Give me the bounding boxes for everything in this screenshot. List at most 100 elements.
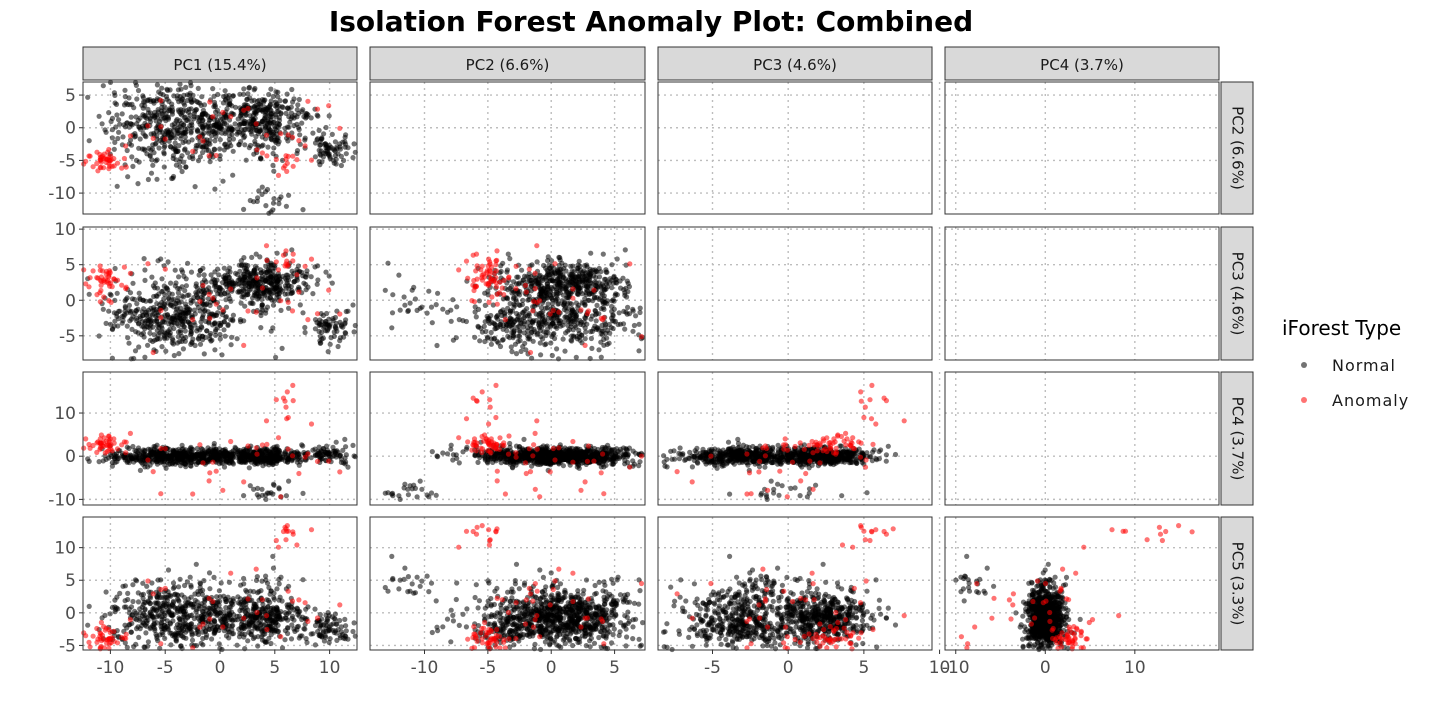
normal-point bbox=[152, 109, 158, 116]
anomaly-point bbox=[220, 109, 226, 115]
y-tick-label: 0 bbox=[65, 119, 76, 139]
normal-point bbox=[193, 107, 199, 113]
normal-point bbox=[223, 314, 229, 320]
anomaly-point bbox=[94, 149, 100, 155]
normal-point bbox=[85, 94, 91, 100]
normal-point bbox=[144, 317, 150, 323]
normal-point bbox=[317, 162, 323, 168]
normal-point bbox=[603, 322, 609, 328]
anomaly-point bbox=[294, 272, 300, 278]
anomaly-point bbox=[278, 298, 284, 304]
normal-point bbox=[177, 81, 183, 87]
normal-point bbox=[236, 142, 242, 148]
normal-point bbox=[199, 333, 206, 340]
normal-point bbox=[568, 301, 575, 307]
anomaly-point bbox=[158, 124, 164, 130]
normal-point bbox=[168, 453, 174, 460]
normal-point bbox=[538, 305, 545, 311]
normal-point bbox=[530, 320, 536, 326]
normal-point bbox=[589, 328, 596, 334]
normal-point bbox=[261, 97, 267, 103]
anomaly-point bbox=[290, 382, 296, 388]
normal-point bbox=[283, 272, 289, 278]
normal-point bbox=[235, 116, 241, 122]
normal-point bbox=[230, 93, 236, 99]
y-tick-label: -10 bbox=[48, 184, 76, 204]
normal-point bbox=[183, 283, 189, 289]
normal-point bbox=[213, 332, 219, 338]
normal-point bbox=[555, 270, 562, 276]
normal-point bbox=[405, 308, 411, 314]
normal-point bbox=[276, 117, 283, 123]
anomaly-point bbox=[526, 266, 532, 272]
column-strip-label: PC4 (3.7%) bbox=[1040, 56, 1124, 74]
normal-point bbox=[282, 125, 288, 131]
normal-point bbox=[444, 451, 451, 457]
normal-point bbox=[571, 273, 577, 279]
normal-point bbox=[390, 292, 396, 298]
normal-point bbox=[188, 130, 194, 136]
normal-point bbox=[487, 320, 493, 326]
normal-point bbox=[593, 274, 599, 281]
normal-point bbox=[251, 104, 257, 110]
anomaly-point bbox=[158, 98, 164, 104]
normal-point bbox=[622, 292, 628, 298]
normal-point bbox=[557, 257, 563, 263]
normal-point bbox=[201, 272, 207, 278]
anomaly-point bbox=[275, 435, 282, 441]
normal-point bbox=[317, 142, 323, 148]
anomaly-point bbox=[119, 282, 125, 288]
anomaly-point bbox=[97, 164, 103, 170]
normal-point bbox=[154, 157, 160, 163]
normal-point bbox=[147, 153, 153, 159]
normal-point bbox=[505, 251, 511, 257]
normal-point bbox=[239, 131, 245, 137]
normal-point bbox=[600, 305, 606, 311]
normal-point bbox=[327, 341, 333, 347]
normal-point bbox=[125, 174, 131, 180]
normal-point bbox=[182, 126, 189, 132]
normal-point bbox=[424, 310, 430, 316]
normal-point bbox=[587, 291, 593, 297]
normal-point bbox=[140, 330, 146, 336]
normal-point bbox=[302, 324, 308, 331]
normal-point bbox=[350, 442, 356, 448]
normal-point bbox=[637, 309, 643, 316]
normal-point bbox=[108, 118, 114, 125]
normal-point bbox=[295, 263, 301, 269]
normal-point bbox=[251, 87, 257, 93]
normal-point bbox=[200, 125, 206, 132]
normal-point bbox=[140, 105, 146, 111]
anomaly-point bbox=[305, 317, 311, 323]
normal-point bbox=[161, 151, 167, 157]
normal-point bbox=[207, 159, 213, 165]
normal-point bbox=[284, 91, 290, 97]
normal-point bbox=[543, 320, 549, 326]
normal-point bbox=[601, 276, 608, 282]
normal-point bbox=[203, 112, 209, 118]
row-strip-pc5-3-3 bbox=[1220, 516, 1254, 651]
normal-point bbox=[245, 91, 251, 97]
normal-point bbox=[121, 312, 128, 318]
normal-point bbox=[201, 351, 207, 357]
panel-pc2-6-6-vs-pc3-4-6 bbox=[369, 226, 646, 362]
normal-point bbox=[411, 284, 417, 290]
normal-point bbox=[219, 120, 225, 126]
normal-point bbox=[275, 94, 281, 100]
normal-point bbox=[312, 264, 318, 270]
normal-point bbox=[614, 256, 620, 262]
normal-point bbox=[172, 135, 178, 141]
anomaly-point bbox=[550, 307, 556, 313]
normal-point bbox=[229, 103, 235, 109]
normal-point bbox=[326, 113, 332, 119]
anomaly-point bbox=[493, 284, 500, 290]
normal-point bbox=[551, 323, 558, 329]
anomaly-point bbox=[280, 165, 287, 171]
normal-point bbox=[351, 329, 357, 335]
normal-point bbox=[573, 354, 579, 360]
anomaly-point bbox=[314, 311, 321, 317]
panel-pc3-4-6-vs-pc2-6-6 bbox=[657, 81, 941, 215]
anomaly-point bbox=[127, 133, 133, 139]
panel-pc3-4-6-vs-pc3-4-6 bbox=[657, 226, 941, 361]
normal-point bbox=[527, 336, 533, 342]
